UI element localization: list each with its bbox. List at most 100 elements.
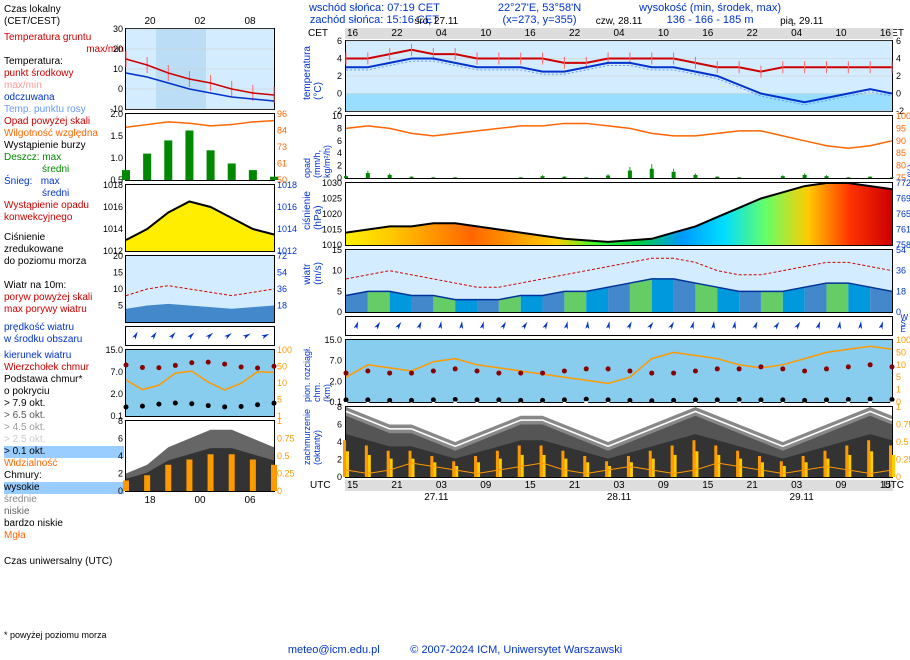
svg-text:0: 0 (118, 84, 123, 94)
snieg-max: max (41, 176, 60, 187)
svg-text:4: 4 (337, 54, 342, 64)
svg-text:1: 1 (277, 416, 282, 426)
svg-text:1030: 1030 (322, 178, 342, 188)
svg-text:73: 73 (277, 142, 287, 152)
mgla: Mgła (4, 530, 124, 542)
svg-text:8: 8 (118, 416, 123, 426)
svg-text:5: 5 (896, 372, 901, 382)
mini-pressure-chart: 10121012101410141016101610181018 (125, 184, 275, 252)
svg-text:15: 15 (113, 268, 123, 278)
konwekcyjnego: konwekcyjnego (4, 212, 124, 224)
utc-right: UTC (883, 480, 904, 491)
o-pokryciu: o pokryciu (4, 386, 124, 398)
footer-email[interactable]: meteo@icm.edu.pl (288, 644, 380, 656)
svg-text:2: 2 (337, 161, 342, 171)
cet-cest: (CET/CEST) (4, 16, 124, 28)
svg-text:4: 4 (896, 54, 901, 64)
temperatura: Temperatura: (4, 56, 124, 68)
widzialnosc: Widzialność (4, 458, 124, 470)
svg-text:0.25: 0.25 (896, 455, 910, 465)
mini-winddir-chart (125, 326, 275, 346)
cover-ylabel-left: zachmurzenie(oktanty) (302, 409, 322, 465)
svg-text:10: 10 (332, 266, 342, 276)
svg-text:15.0: 15.0 (324, 335, 342, 345)
svg-text:20: 20 (113, 44, 123, 54)
niskie: niskie (4, 506, 124, 518)
svg-text:765: 765 (896, 209, 910, 219)
svg-text:50: 50 (277, 362, 287, 372)
svg-text:20: 20 (113, 251, 123, 261)
main-charts: temperatura(°C) (°C)temperatura -2-20022… (345, 40, 893, 481)
svg-text:80: 80 (896, 161, 906, 171)
svg-text:6: 6 (118, 434, 123, 444)
deszcz: Deszcz: (4, 152, 40, 163)
deszcz-max: max (42, 152, 61, 163)
svg-text:10: 10 (332, 111, 342, 121)
svg-text:2: 2 (118, 469, 123, 479)
temp-rosy: Temp. punktu rosy (4, 104, 124, 116)
svg-text:95: 95 (896, 123, 906, 133)
wysokie: wysokie (4, 482, 124, 494)
svg-text:15: 15 (332, 245, 342, 255)
okt25: > 2.5 okt. (4, 434, 124, 446)
temp-ylabel-left: temperatura(°C) (302, 46, 324, 100)
svg-text:2.0: 2.0 (110, 109, 123, 119)
svg-text:2: 2 (337, 71, 342, 81)
svg-text:18: 18 (277, 301, 287, 311)
wilgotnosc: Wilgotność względna (4, 128, 124, 140)
svg-text:4: 4 (337, 148, 342, 158)
svg-text:50: 50 (896, 347, 906, 357)
svg-text:5: 5 (337, 286, 342, 296)
svg-text:7.0: 7.0 (110, 367, 123, 377)
svg-text:1025: 1025 (322, 194, 342, 204)
mini-precip-chart: 0.51.01.52.05061738496 (125, 113, 275, 181)
utc-left: UTC (310, 480, 331, 491)
svg-text:1: 1 (896, 385, 901, 395)
okt45: > 4.5 okt. (4, 422, 124, 434)
svg-text:96: 96 (277, 109, 287, 119)
footnote: * powyżej poziomu morza (4, 630, 107, 640)
chmury: Chmury: (4, 470, 124, 482)
svg-text:100: 100 (896, 335, 910, 345)
svg-text:100: 100 (896, 111, 910, 121)
odczuwana: odczuwana (4, 92, 124, 104)
sunrise-time: 07:19 CET (387, 2, 440, 14)
svg-text:10: 10 (113, 284, 123, 294)
svg-text:6: 6 (337, 36, 342, 46)
main-days-bottom: 27.11 28.11 29.11 (345, 492, 893, 503)
main-hours-top: 16220410162204101622041016 (345, 28, 893, 39)
svg-text:5: 5 (118, 301, 123, 311)
svg-text:4: 4 (118, 451, 123, 461)
winddir-chart: WSE (345, 316, 893, 336)
poryw-powyzej: poryw powyżej skali (4, 292, 124, 304)
maxmin2: max/min (4, 80, 124, 92)
precip-chart: opad(mm/h, kg/m²/h) (%)wilgotność wzgl. … (345, 115, 893, 179)
svg-text:8: 8 (337, 402, 342, 412)
cover-chart: zachmurzenie(oktanty) (frakcja)mgła 0246… (345, 406, 893, 478)
svg-text:8: 8 (337, 123, 342, 133)
cet-left: CET (308, 28, 328, 39)
svg-text:10: 10 (113, 64, 123, 74)
svg-text:1020: 1020 (322, 209, 342, 219)
svg-text:0.25: 0.25 (277, 469, 295, 479)
svg-text:761: 761 (896, 225, 910, 235)
svg-text:1018: 1018 (103, 180, 123, 190)
mini-clouds-chart: 0.12.07.015.0151050100 (125, 349, 275, 417)
svg-text:90: 90 (896, 136, 906, 146)
svg-text:0.75: 0.75 (896, 420, 910, 430)
svg-text:1.0: 1.0 (110, 153, 123, 163)
svg-text:1015: 1015 (322, 225, 342, 235)
svg-text:6: 6 (337, 136, 342, 146)
legend: Czas lokalny (CET/CEST) Temperatura grun… (4, 4, 124, 568)
svg-text:84: 84 (277, 126, 287, 136)
svg-text:85: 85 (896, 148, 906, 158)
pressure-chart: ciśnienie(hPa) (mm Hg)ciśnienie 10101015… (345, 182, 893, 246)
svg-text:1014: 1014 (103, 224, 123, 234)
clouds-chart: pion. rozciągł. chm.(km) (km)widzialność… (345, 339, 893, 403)
svg-text:2.0: 2.0 (329, 376, 342, 386)
precip-ylabel-right: (%)wilgotność wzgl. (906, 116, 910, 178)
svg-text:0: 0 (337, 307, 342, 317)
svg-text:1016: 1016 (103, 202, 123, 212)
svg-text:1016: 1016 (277, 202, 297, 212)
svg-text:1: 1 (896, 402, 901, 412)
